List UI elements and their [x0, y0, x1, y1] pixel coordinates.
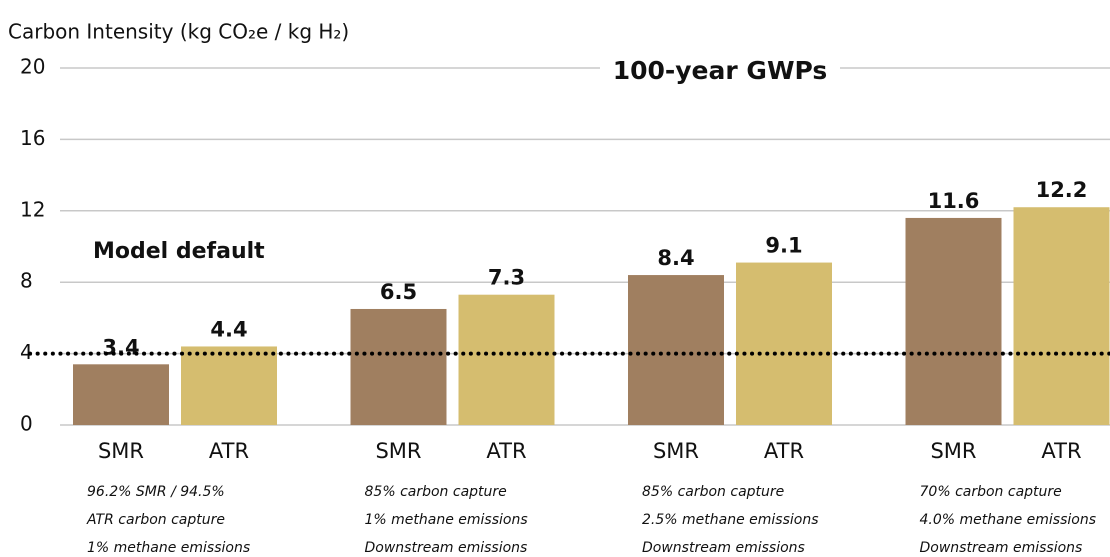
bar: [73, 364, 169, 425]
title-background: [600, 50, 840, 90]
group-note: 70% carbon capture: [920, 484, 1062, 500]
bar-category-label: SMR: [98, 439, 144, 463]
group-note: 96.2% SMR / 94.5%: [87, 484, 225, 500]
group-note: 1% methane emissions: [87, 540, 250, 556]
bar-category-label: ATR: [1041, 439, 1081, 463]
bar-category-label: SMR: [375, 439, 421, 463]
reference-label: Model default: [93, 239, 265, 264]
value-label: 11.6: [928, 189, 980, 213]
y-axis-label: Carbon Intensity (kg CO₂e / kg H₂): [8, 20, 349, 44]
bar-category-label: SMR: [930, 439, 976, 463]
y-tick-label: 0: [20, 412, 33, 436]
group-note: 4.0% methane emissions: [920, 512, 1097, 528]
bar: [350, 308, 447, 425]
bar: [736, 262, 832, 425]
group-note: 1% methane emissions: [365, 512, 528, 528]
bar: [905, 217, 1002, 425]
y-tick-label: 20: [20, 55, 45, 79]
value-label: 12.2: [1036, 178, 1088, 202]
group-note: Downstream emissions: [365, 540, 528, 556]
bar-category-label: SMR: [653, 439, 699, 463]
group-note: ATR carbon capture: [86, 512, 225, 528]
y-tick-label: 12: [20, 197, 45, 221]
group-note: Downstream emissions: [642, 540, 805, 556]
bar-category-label: ATR: [209, 439, 249, 463]
bar: [1013, 207, 1110, 425]
y-tick-label: 4: [20, 340, 33, 364]
value-label: 8.4: [657, 246, 694, 270]
chart-title: 100-year GWPs: [613, 56, 828, 85]
value-label: 4.4: [210, 317, 247, 341]
bar: [181, 346, 277, 425]
group-note: Downstream emissions: [920, 540, 1083, 556]
bar-category-label: ATR: [764, 439, 804, 463]
bar: [458, 294, 555, 425]
group-note: 2.5% methane emissions: [642, 512, 819, 528]
value-label: 3.4: [102, 335, 139, 359]
value-label: 7.3: [488, 266, 525, 290]
bar-category-label: ATR: [486, 439, 526, 463]
value-label: 6.5: [380, 280, 417, 304]
bar: [628, 275, 724, 425]
value-label: 9.1: [765, 234, 802, 258]
y-tick-label: 8: [20, 269, 33, 293]
group-note: 85% carbon capture: [642, 484, 784, 500]
y-tick-label: 16: [20, 126, 45, 150]
group-note: 85% carbon capture: [365, 484, 507, 500]
